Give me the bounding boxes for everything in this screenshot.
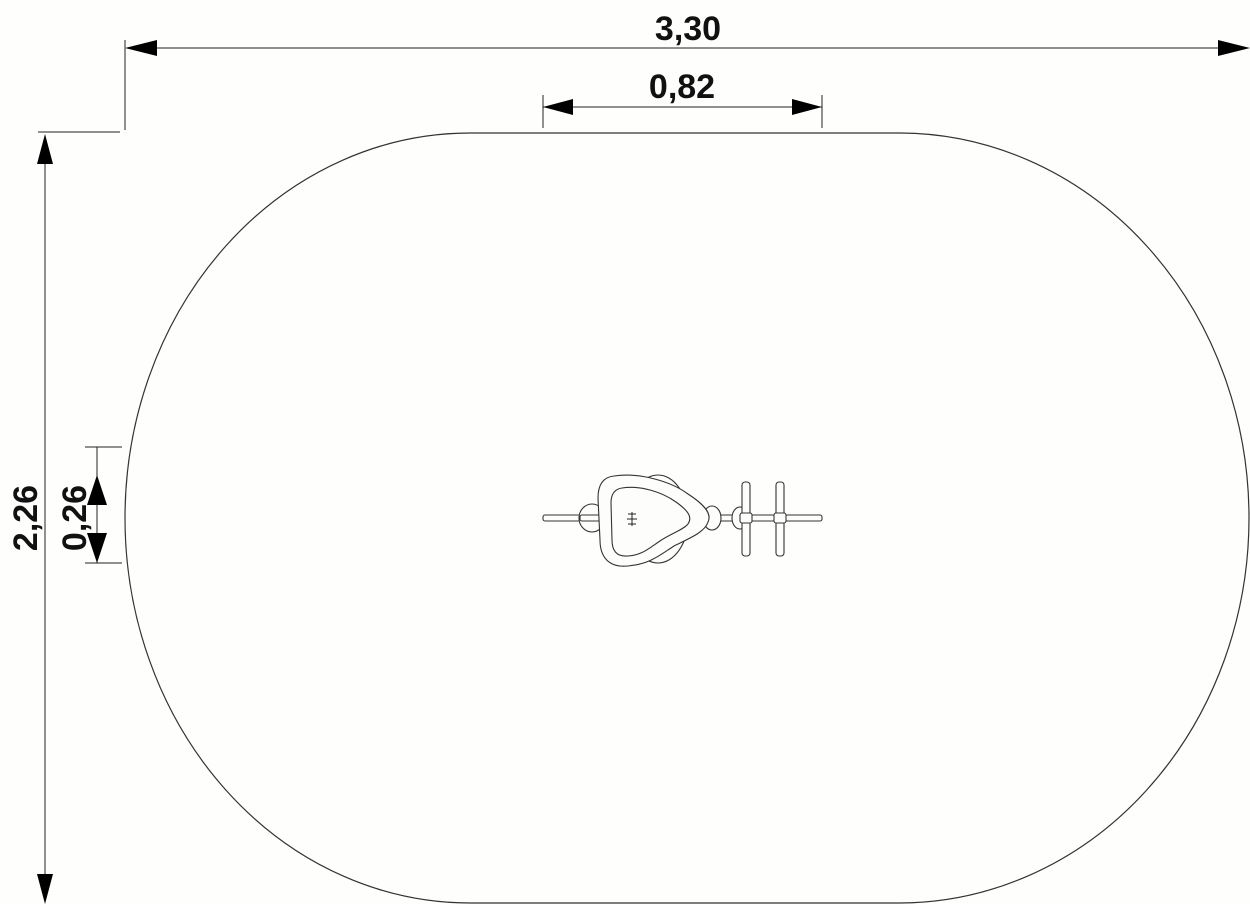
arrow-left-icon — [543, 99, 573, 115]
arrow-left-icon — [125, 40, 157, 56]
safety-area-outline — [124, 132, 1250, 904]
seat-logo-icon — [627, 512, 637, 526]
grip-joint-right — [773, 512, 787, 524]
inner-height-label: 0,26 — [56, 485, 94, 551]
grip-joint-left — [739, 512, 753, 524]
overall-height-label: 2,26 — [7, 485, 45, 551]
inner-width-label: 0,82 — [649, 68, 715, 106]
arrow-down-icon — [87, 533, 107, 563]
overall-width-label: 3,30 — [655, 10, 721, 48]
arrow-right-icon — [1218, 40, 1250, 56]
arrow-down-icon — [37, 874, 53, 904]
arrow-up-icon — [37, 134, 53, 164]
inner-width-dimension: 0,82 — [542, 68, 823, 128]
seat-inner — [610, 486, 691, 557]
inner-height-dimension: 0,26 — [56, 446, 122, 564]
overall-height-dimension: 2,26 — [7, 131, 120, 904]
arrow-right-icon — [792, 99, 822, 115]
arrow-up-icon — [87, 475, 107, 505]
spring-rider-top-view-icon — [542, 474, 823, 567]
overall-width-dimension: 3,30 — [124, 10, 1250, 130]
